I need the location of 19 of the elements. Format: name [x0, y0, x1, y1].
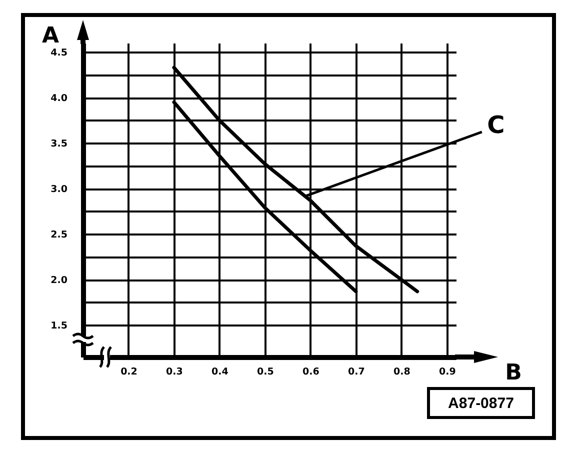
y-tick-label: 3.0 — [50, 184, 68, 196]
y-tick-label: 3.5 — [50, 138, 68, 150]
x-tick-label: 0.4 — [212, 366, 229, 378]
x-tick-label: 0.2 — [120, 366, 138, 378]
x-tick-label: 0.5 — [257, 366, 274, 378]
y-tick-label: 2.0 — [50, 275, 68, 286]
x-tick-label: 0.7 — [348, 366, 365, 378]
y-tick-label: 4.0 — [50, 93, 68, 104]
y-tick-label: 1.5 — [50, 320, 68, 332]
annotation: C — [487, 110, 505, 139]
x-tick-label: 0.6 — [302, 366, 320, 378]
y-axis-title: A — [42, 24, 60, 48]
label-box: A87-0877 — [427, 387, 535, 419]
x-tick-label: 0.9 — [438, 366, 456, 378]
x-tick-label: 0.8 — [393, 366, 411, 378]
x-axis-title: B — [505, 360, 522, 386]
x-tick-label: 0.3 — [166, 366, 183, 378]
y-tick-label: 4.5 — [50, 48, 68, 59]
y-tick-label: 2.5 — [50, 230, 68, 241]
